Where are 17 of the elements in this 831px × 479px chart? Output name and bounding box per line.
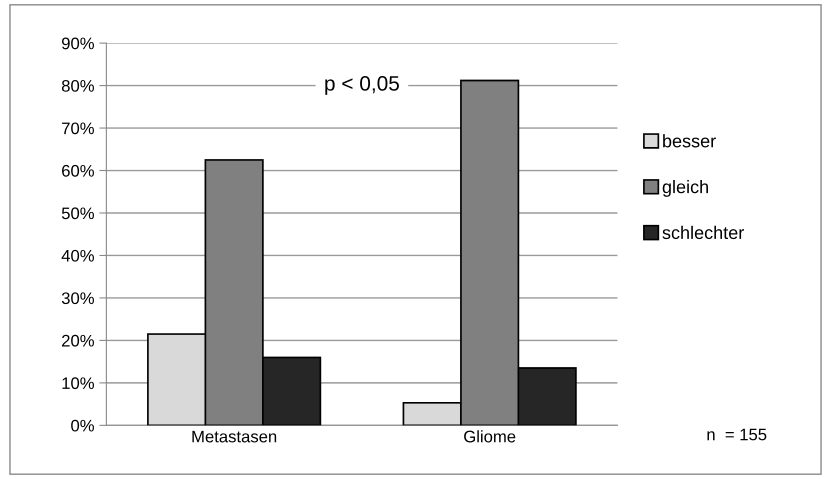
- y-tick-label: 50%: [62, 207, 94, 220]
- annotation: p < 0,05: [325, 76, 399, 95]
- y-tick-label: 60%: [62, 164, 94, 177]
- y-tick-label: 10%: [62, 377, 94, 390]
- legend-label: schlechter: [662, 226, 744, 240]
- y-tick-label: 20%: [62, 334, 94, 347]
- x-tick-label: Gliome: [464, 430, 516, 442]
- y-tick-label: 80%: [62, 80, 94, 92]
- y-tick-label: 30%: [62, 292, 94, 304]
- y-tick-label: 70%: [62, 122, 94, 134]
- y-tick-label: 90%: [62, 38, 94, 50]
- y-tick-label: 0%: [71, 420, 94, 432]
- x-tick-label: Metastasen: [192, 430, 276, 442]
- y-tick-label: 40%: [62, 250, 94, 262]
- text: n = 155: [707, 428, 766, 440]
- legend-label: gleich: [662, 180, 708, 197]
- legend-label: besser: [663, 134, 716, 148]
